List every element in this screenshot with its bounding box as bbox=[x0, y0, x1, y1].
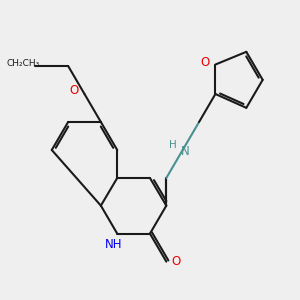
Text: O: O bbox=[70, 84, 79, 97]
Text: O: O bbox=[172, 255, 181, 268]
Text: N: N bbox=[181, 145, 190, 158]
Text: O: O bbox=[201, 56, 210, 69]
Text: H: H bbox=[169, 140, 176, 149]
Text: NH: NH bbox=[105, 238, 122, 251]
Text: CH₂CH₃: CH₂CH₃ bbox=[6, 58, 39, 68]
